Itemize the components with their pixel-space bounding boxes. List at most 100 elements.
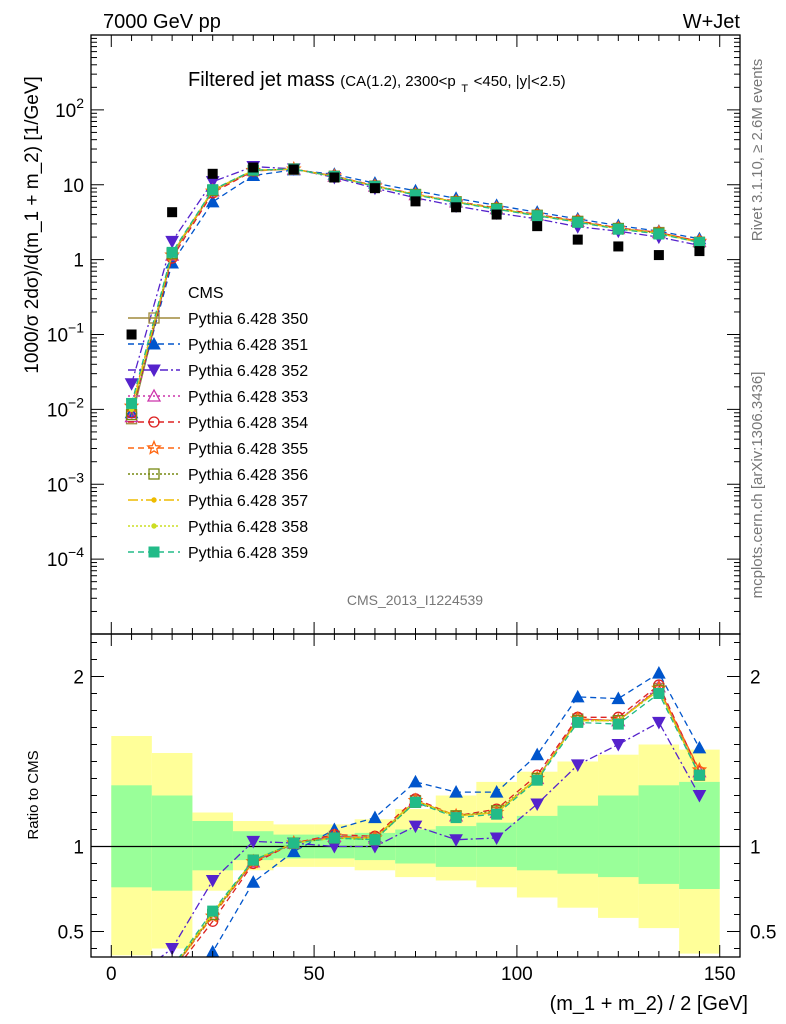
ratio-tick-label-left: 1 <box>73 838 84 859</box>
ratio-tick-label-left: 2 <box>73 668 84 689</box>
series-point-ratio-2 <box>165 943 179 956</box>
series-point-main-9 <box>572 216 584 228</box>
series-point-ratio-2 <box>246 835 261 849</box>
y-tick-label: 102 <box>55 95 84 122</box>
series-point-main-9 <box>166 246 178 258</box>
title-main: Filtered jet mass <box>188 69 335 91</box>
series-point-ratio-9 <box>247 854 259 866</box>
y-tick-label: 10−1 <box>47 320 84 347</box>
series-point-main-9 <box>531 210 543 222</box>
band-inner-bin <box>638 785 680 884</box>
series-point-ratio-1 <box>246 875 261 888</box>
series-point-ratio-1 <box>408 774 423 788</box>
side-site-label: mcplots.cern.ch [arXiv:1306.3436] <box>749 372 766 599</box>
data-point <box>288 164 299 175</box>
title-cut-rest: <450, |y|<2.5) <box>474 73 566 90</box>
ratio-ylabel: Ratio to CMS <box>25 750 42 839</box>
title-cut: (CA(1.2), 2300<p <box>340 73 455 90</box>
data-point <box>613 241 624 252</box>
series-point-ratio-9 <box>410 796 421 808</box>
legend-marker <box>146 388 162 402</box>
main-ylabel: 1000/σ 2dσ)/d(m_1 + m_2) [1/GeV] <box>22 76 43 374</box>
y-tick-label: 10 <box>63 176 84 197</box>
legend-marker <box>148 468 160 480</box>
legend-item-label: Pythia 6.428 355 <box>188 441 308 458</box>
series-point-ratio-1 <box>449 785 463 798</box>
legend-item-label: Pythia 6.428 354 <box>188 415 308 432</box>
series-point-ratio-2 <box>611 739 626 752</box>
series-point-ratio-1 <box>530 747 545 761</box>
xlabel: (m_1 + m_2) / 2 [GeV] <box>550 993 748 1015</box>
series-point-ratio-1 <box>692 740 707 754</box>
legend-marker <box>146 439 162 455</box>
series-point-main-9 <box>126 397 138 409</box>
x-tick-label: 150 <box>704 964 736 985</box>
data-point <box>329 172 340 183</box>
side-rivet-label: Rivet 3.1.10, ≥ 2.6M events <box>749 59 766 242</box>
y-tick-label: 10−4 <box>47 544 84 571</box>
legend-marker <box>148 546 160 558</box>
series-line-ratio-1 <box>204 672 700 957</box>
axis-ticks: 0 50 100 150 102 10 1 10−1 10−2 10−3 10−4 2 2 1 1 0.5 0.… <box>47 34 776 985</box>
legend-marker <box>147 364 161 378</box>
series-point-ratio-9 <box>491 808 503 820</box>
data-point <box>410 196 421 207</box>
legend-item-cms: CMS <box>188 285 224 302</box>
data-point <box>694 246 705 257</box>
series-point-main-9 <box>653 228 665 240</box>
legend-item-label: Pythia 6.428 359 <box>188 545 308 562</box>
ratio-tick-label-left: 0.5 <box>58 923 84 944</box>
series-point-ratio-2 <box>489 832 504 846</box>
band-inner-bin <box>516 815 558 871</box>
series-point-ratio-9 <box>207 905 219 917</box>
series-point-ratio-9 <box>531 774 543 786</box>
cms-data-points <box>126 162 705 340</box>
legend-marker <box>151 497 157 503</box>
legend-item-label: Pythia 6.428 358 <box>188 519 308 536</box>
chart-title: Filtered jet mass (CA(1.2), 2300<p T <45… <box>188 69 566 97</box>
series-point-ratio-1 <box>652 666 666 679</box>
series-point-main-1 <box>205 194 220 208</box>
data-point <box>248 162 259 173</box>
band-inner-bin <box>151 795 193 891</box>
series-point-ratio-2 <box>408 820 423 834</box>
series-point-main-2 <box>165 235 179 249</box>
series-line-ratio-4 <box>184 683 700 957</box>
ratio-tick-label-right: 0.5 <box>750 923 776 944</box>
legend-item-label: Pythia 6.428 352 <box>188 363 308 380</box>
series-point-ratio-9 <box>693 769 705 781</box>
series-point-ratio-1 <box>489 785 504 798</box>
series-point-main-9 <box>612 223 624 235</box>
series-point-main-9 <box>207 184 219 196</box>
x-tick-label: 50 <box>304 964 325 985</box>
series-point-ratio-1 <box>570 689 585 703</box>
band-inner-bin <box>192 821 233 871</box>
data-point <box>532 221 543 232</box>
series-line-main-4 <box>130 168 700 413</box>
data-point <box>491 209 502 220</box>
data-point <box>369 183 380 194</box>
series-point-ratio-1 <box>286 844 301 858</box>
y-tick-label: 1 <box>73 251 84 272</box>
legend-item-label: Pythia 6.428 357 <box>188 493 308 510</box>
series-point-ratio-9 <box>612 718 624 730</box>
process-label: W+Jet <box>683 11 741 33</box>
series-point-main-9 <box>693 236 705 248</box>
title-cut-subscript: T <box>461 83 468 95</box>
series-point-ratio-9 <box>450 812 462 824</box>
series-point-ratio-1 <box>611 691 626 705</box>
legend-item-label: Pythia 6.428 356 <box>188 467 308 484</box>
ratio-tick-label-right: 1 <box>750 838 761 859</box>
y-tick-label: 10−2 <box>47 394 84 421</box>
legend-marker <box>148 312 160 324</box>
band-inner-bin <box>598 795 639 878</box>
ratio-uncertainty-bands <box>111 736 720 956</box>
energy-label: 7000 GeV pp <box>103 11 221 33</box>
series-point-ratio-2 <box>449 834 463 847</box>
data-point <box>653 250 664 261</box>
series-point-ratio-2 <box>652 716 666 730</box>
series-line-ratio-8 <box>180 689 700 957</box>
series-point-ratio-2 <box>530 798 545 812</box>
series-point-ratio-9 <box>369 834 381 846</box>
